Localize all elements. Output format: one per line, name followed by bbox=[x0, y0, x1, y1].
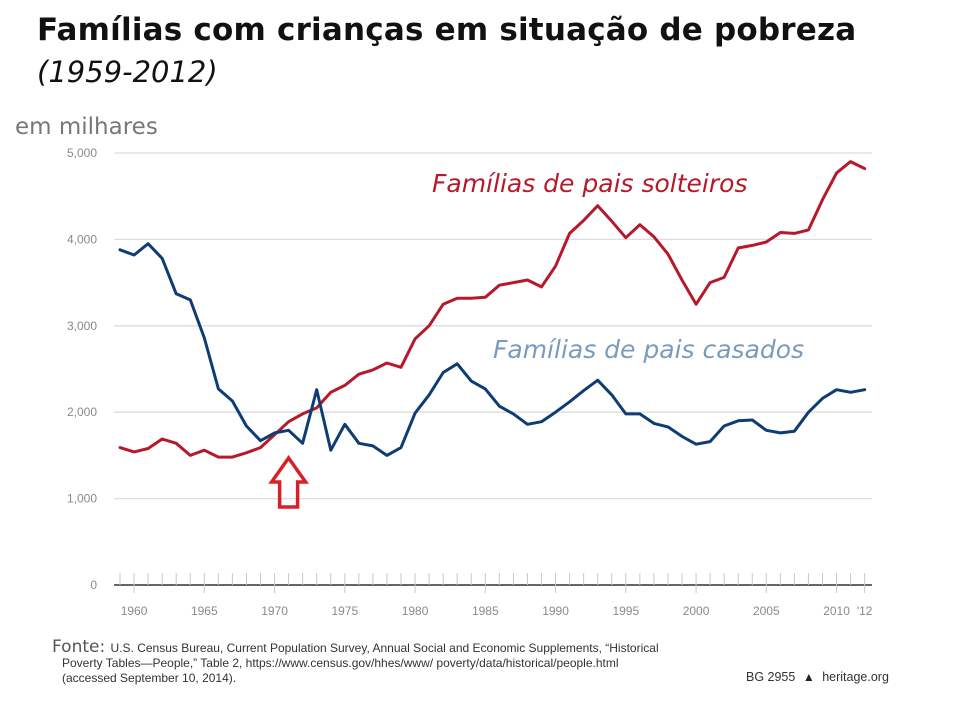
gridlines bbox=[114, 152, 872, 500]
series-line-married bbox=[118, 242, 867, 457]
chart-subtitle: (1959-2012) bbox=[37, 55, 218, 89]
x-tick-label: 1980 bbox=[402, 604, 429, 618]
liberty-bell-logo-icon: ▲ bbox=[802, 670, 815, 684]
x-tick-label: 2010 bbox=[823, 604, 850, 618]
publisher-credit: BG 2955 ▲ heritage.org bbox=[746, 670, 889, 684]
x-tick-label: 1970 bbox=[261, 604, 288, 618]
y-tick-label: 4,000 bbox=[67, 232, 97, 246]
x-axis: 1960 1965 1970 1975 1980 1985 1990 1995 2000 2005… bbox=[114, 573, 873, 618]
x-tick-label: 1990 bbox=[542, 604, 569, 618]
source-note: Fonte: U.S. Census Bureau, Current Popul… bbox=[52, 637, 692, 686]
x-tick-label: '12 bbox=[857, 604, 873, 618]
source-line-3: (accessed September 10, 2014). bbox=[62, 671, 237, 685]
annotation-up-arrow-icon bbox=[268, 454, 309, 509]
series-label-single-parent: Famílias de pais solteiros bbox=[432, 169, 747, 198]
x-tick-label: 1995 bbox=[612, 604, 639, 618]
source-line-1: U.S. Census Bureau, Current Population S… bbox=[110, 641, 659, 655]
x-tick-label: 1965 bbox=[191, 604, 218, 618]
x-tick-label: 2000 bbox=[683, 604, 710, 618]
source-line-2: Poverty Tables—People,” Table 2, https:/… bbox=[62, 656, 619, 670]
series-label-married: Famílias de pais casados bbox=[493, 335, 804, 364]
x-tick-label: 1975 bbox=[331, 604, 358, 618]
y-axis-unit-label: em milhares bbox=[15, 114, 158, 140]
y-tick-label: 3,000 bbox=[67, 319, 97, 333]
report-id: BG 2955 bbox=[746, 670, 796, 684]
x-tick-label: 1960 bbox=[121, 604, 148, 618]
y-axis-ticks: 0 1,000 2,000 3,000 4,000 5,000 bbox=[67, 146, 97, 592]
x-tick-label: 1985 bbox=[472, 604, 499, 618]
chart-title: Famílias com crianças em situação de pob… bbox=[37, 12, 857, 48]
source-label: Fonte: bbox=[52, 637, 106, 657]
y-tick-label: 0 bbox=[90, 578, 97, 592]
series-lines bbox=[118, 160, 867, 459]
y-tick-label: 2,000 bbox=[67, 405, 97, 419]
y-tick-label: 5,000 bbox=[67, 146, 97, 160]
x-tick-label: 2005 bbox=[753, 604, 780, 618]
site-link[interactable]: heritage.org bbox=[822, 670, 889, 684]
y-tick-label: 1,000 bbox=[67, 492, 97, 506]
series-line-single-parent bbox=[118, 160, 867, 459]
